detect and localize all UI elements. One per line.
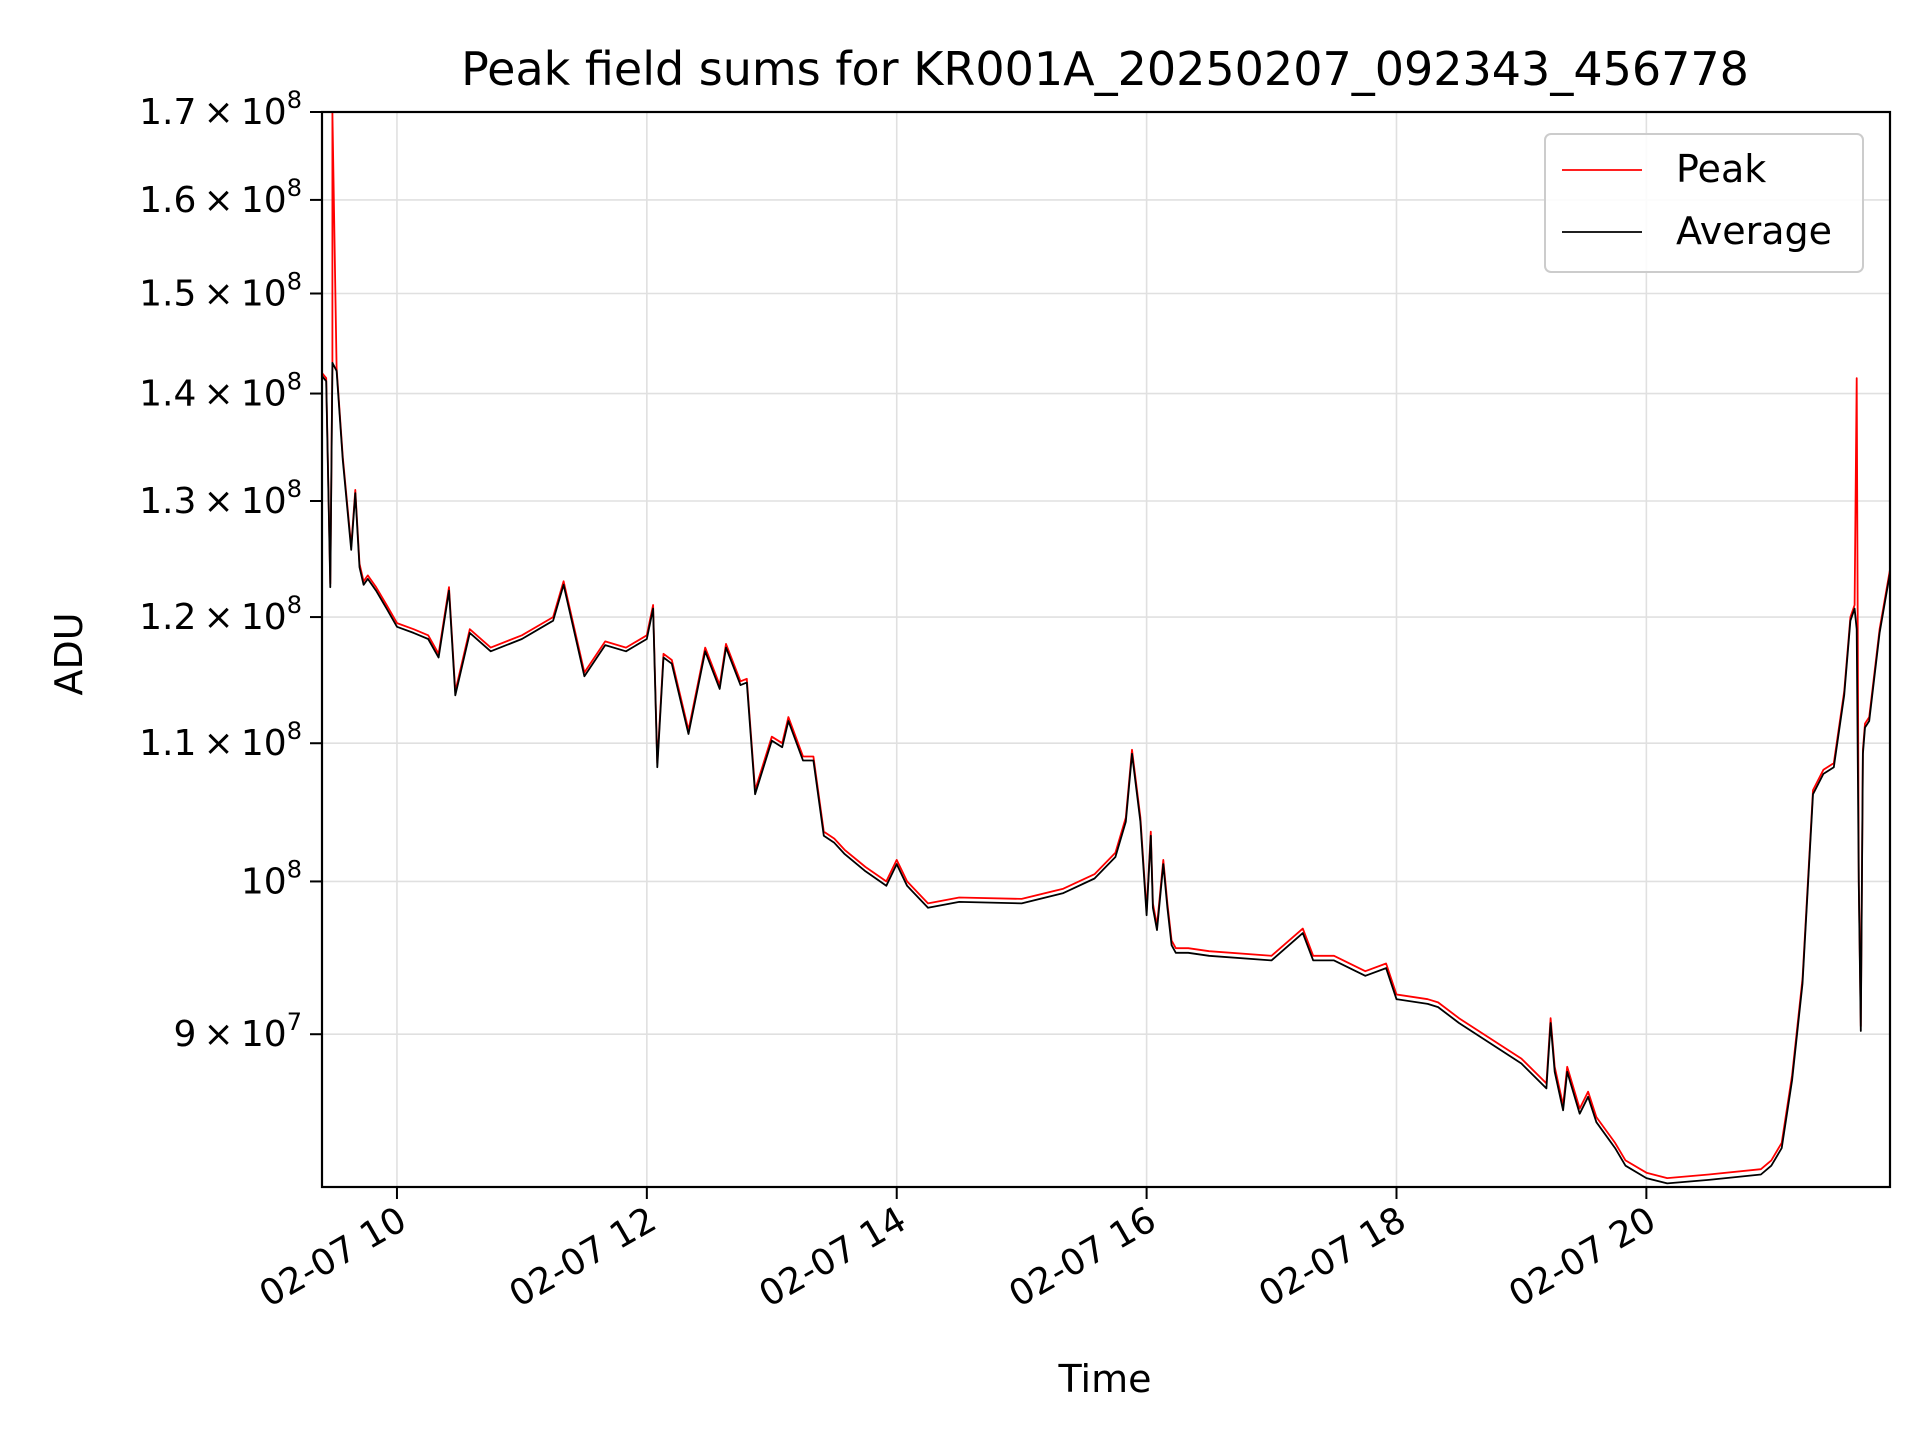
y-tick-label: 1.5 × 108 <box>139 267 302 314</box>
y-tick-label: 1.4 × 108 <box>139 368 302 415</box>
y-tick-label: 1.7 × 108 <box>139 86 302 133</box>
y-tick-label: 1.3 × 108 <box>139 475 302 522</box>
x-axis-label: Time <box>1058 1357 1152 1401</box>
plot-frame <box>320 110 1892 1189</box>
legend-label-average: Average <box>1676 209 1832 253</box>
x-tick-label: 02-07 20 <box>1502 1199 1663 1315</box>
x-tick-label: 02-07 16 <box>1002 1199 1163 1315</box>
y-tick-label: 9 × 107 <box>173 1008 302 1055</box>
chart-title: Peak field sums for KR001A_20250207_0923… <box>461 42 1749 96</box>
y-tick-label: 1.1 × 108 <box>139 717 302 764</box>
y-axis-label: ADU <box>47 612 91 695</box>
series-line-average <box>321 361 1891 1185</box>
grid <box>322 111 1890 1187</box>
y-tick-label: 1.6 × 108 <box>139 174 302 221</box>
ticks: 02-07 10 02-07 12 02-07 14 02-07 16 02-07 18… <box>139 86 1663 1316</box>
x-tick-label: 02-07 12 <box>503 1199 664 1315</box>
x-tick-label: 02-07 14 <box>753 1199 914 1315</box>
x-tick-label: 02-07 18 <box>1252 1199 1413 1315</box>
legend-label-peak: Peak <box>1676 147 1766 191</box>
x-tick-label: 02-07 10 <box>253 1199 414 1315</box>
legend-box <box>1544 133 1864 273</box>
series-layer <box>321 111 1891 1185</box>
y-tick-label: 108 <box>241 855 302 902</box>
y-tick-label: 1.2 × 108 <box>139 591 302 638</box>
legend: Peak Average <box>1544 133 1864 273</box>
